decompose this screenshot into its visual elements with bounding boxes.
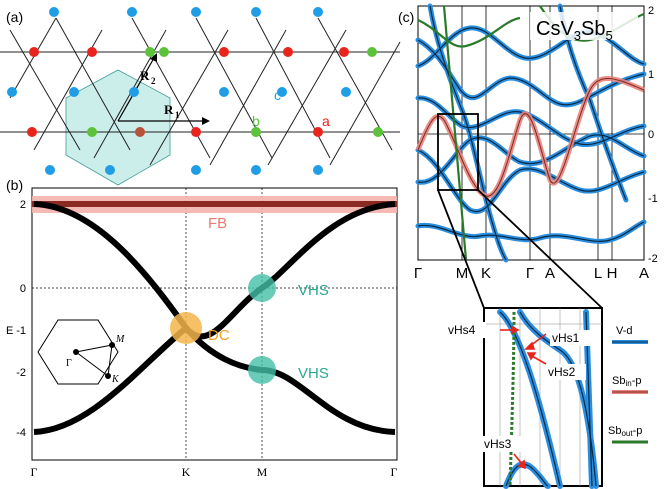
svg-text:vHs3: vHs3	[484, 437, 512, 451]
unit-cell-hexagon	[65, 69, 171, 186]
band-lower	[33, 323, 396, 435]
zoom-inset: vHs4 vHs1 vHs2 vHs3	[446, 307, 603, 489]
svg-text:-2: -2	[16, 367, 26, 379]
vhs-lower-label: VHS	[298, 365, 329, 382]
vhs-labels: vHs4 vHs1 vHs2 vHs3	[446, 322, 590, 452]
site-c-label: c	[274, 87, 281, 103]
panel-b-yticks: 2 0 -1 -2 -4	[16, 199, 26, 439]
vhs-lower-marker	[248, 356, 276, 384]
svg-text:vHs2: vHs2	[548, 365, 576, 379]
lattice-vectors: R 2 R 1	[117, 53, 210, 125]
material-title: CsV3Sb5	[536, 18, 613, 43]
svg-text:2: 2	[648, 5, 654, 17]
svg-text:-1: -1	[648, 193, 658, 205]
panel-a: (a) R	[0, 7, 401, 186]
vhs-upper-label: VHS	[298, 282, 329, 299]
vector-r2-sub: 2	[151, 76, 156, 86]
vector-r1-label: R	[164, 102, 174, 117]
svg-text:-2: -2	[648, 253, 658, 265]
legend-sbin: Sbin-p	[612, 375, 641, 388]
panel-b-xticks: Γ K M Γ	[31, 465, 398, 479]
svg-text:0: 0	[648, 129, 654, 141]
svg-text:-1: -1	[16, 325, 26, 337]
svg-text:2: 2	[20, 199, 26, 211]
dirac-cone-marker	[170, 312, 202, 344]
svg-text:Γ: Γ	[391, 465, 398, 479]
vector-r1-sub: 1	[175, 110, 180, 120]
svg-text:M: M	[257, 465, 268, 479]
zoom-box	[437, 113, 479, 191]
vhs-upper-marker	[248, 274, 276, 302]
legend-vd: V-d	[616, 325, 633, 337]
svg-text:A: A	[639, 265, 649, 282]
svg-text:M: M	[115, 334, 125, 345]
panel-c-yticks: 2 1 0 -1 -2	[648, 5, 658, 265]
svg-text:1: 1	[648, 69, 654, 81]
vector-r2-label: R	[140, 68, 150, 83]
legend-sbout: Sbout-p	[608, 425, 642, 438]
svg-text:Γ: Γ	[66, 358, 72, 369]
energy-axis-label: E	[6, 325, 13, 337]
panel-c: (c)	[398, 3, 658, 489]
panel-a-label: (a)	[6, 9, 23, 25]
svg-text:K: K	[182, 465, 191, 479]
panel-c-label: (c)	[398, 9, 414, 25]
site-a-label: a	[322, 113, 330, 129]
projection-legend: V-d Sbin-p Sbout-p	[608, 325, 648, 444]
svg-text:L: L	[594, 265, 602, 282]
svg-text:A: A	[545, 265, 555, 282]
lattice-atoms	[7, 7, 383, 175]
svg-text:K: K	[481, 265, 491, 282]
svg-text:Γ: Γ	[31, 465, 38, 479]
brillouin-zone-inset: M K Γ	[37, 319, 125, 385]
svg-text:M: M	[456, 265, 469, 282]
panel-c-xticks: Γ M K Γ A L H A	[414, 265, 649, 282]
panel-b: (b) FB DC VHS VHS 2 0 -1 -2 -4 E	[6, 177, 398, 479]
panel-b-label: (b)	[6, 177, 23, 193]
lattice-bonds	[0, 17, 401, 166]
svg-text:vHs1: vHs1	[552, 331, 580, 345]
svg-text:H: H	[607, 265, 618, 282]
svg-text:K: K	[111, 374, 120, 385]
site-b-label: b	[252, 113, 260, 129]
plot-frame	[31, 187, 398, 461]
svg-text:Γ: Γ	[526, 265, 534, 282]
svg-text:vHs4: vHs4	[448, 323, 476, 337]
svg-text:-4: -4	[16, 427, 26, 439]
svg-text:0: 0	[20, 283, 26, 295]
fb-label: FB	[208, 215, 227, 232]
dc-label: DC	[208, 327, 230, 344]
band-upper	[33, 201, 396, 340]
svg-text:Γ: Γ	[414, 265, 422, 282]
